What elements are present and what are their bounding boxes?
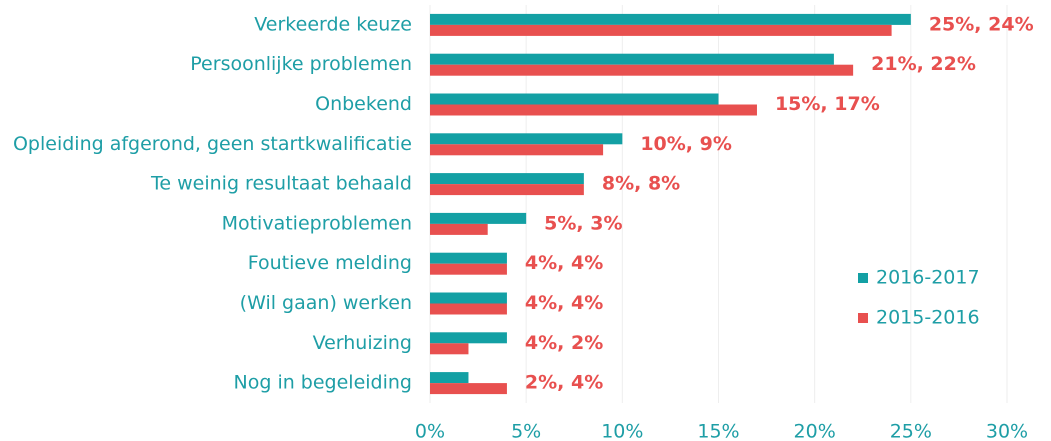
bar: [430, 173, 584, 185]
bar: [430, 53, 834, 65]
y-tick-label: Nog in begeleiding: [234, 372, 413, 394]
x-tick-label: 5%: [511, 421, 541, 441]
bar: [430, 223, 488, 235]
y-tick-label: Te weinig resultaat behaald: [150, 173, 412, 195]
data-label: 21%, 22%: [871, 53, 976, 75]
bar: [430, 303, 507, 315]
bar: [430, 64, 854, 76]
x-tick-label: 30%: [986, 421, 1028, 441]
bar: [430, 343, 469, 355]
y-tick-label: Opleiding afgerond, geen startkwalificat…: [13, 133, 412, 155]
x-tick-label: 15%: [697, 421, 739, 441]
y-tick-label: Foutieve melding: [248, 252, 412, 274]
x-tick-label: 10%: [601, 421, 643, 441]
bar: [430, 133, 623, 145]
bar: [430, 263, 507, 275]
bar: [430, 292, 507, 304]
bar: [430, 372, 469, 384]
bar: [430, 252, 507, 264]
y-tick-label: Verhuizing: [313, 332, 412, 354]
bar: [430, 93, 719, 105]
y-tick-label: Onbekend: [315, 93, 412, 115]
data-label: 2%, 4%: [525, 372, 603, 394]
y-tick-label: Motivatieproblemen: [222, 212, 412, 234]
legend-swatch: [858, 313, 868, 323]
y-tick-label: Verkeerde keuze: [254, 13, 412, 35]
x-tick-label: 25%: [890, 421, 932, 441]
x-tick-label: 0%: [415, 421, 445, 441]
bar: [430, 212, 527, 224]
x-tick-label: 20%: [794, 421, 836, 441]
bar: [430, 104, 757, 116]
data-label: 4%, 2%: [525, 332, 603, 354]
data-label: 25%, 24%: [929, 13, 1034, 35]
data-label: 5%, 3%: [544, 212, 622, 234]
bar: [430, 383, 507, 395]
bar: [430, 184, 584, 196]
y-tick-label: (Wil gaan) werken: [240, 292, 412, 314]
data-label: 15%, 17%: [775, 93, 880, 115]
bar: [430, 332, 507, 344]
bar: [430, 24, 892, 36]
bar: [430, 13, 911, 25]
legend-label: 2016-2017: [876, 267, 980, 289]
data-label: 4%, 4%: [525, 292, 603, 314]
data-label: 4%, 4%: [525, 252, 603, 274]
y-tick-label: Persoonlijke problemen: [190, 53, 412, 75]
legend-swatch: [858, 273, 868, 283]
data-label: 10%, 9%: [640, 133, 732, 155]
legend-label: 2015-2016: [876, 307, 980, 329]
bar: [430, 144, 604, 156]
data-label: 8%, 8%: [602, 173, 680, 195]
